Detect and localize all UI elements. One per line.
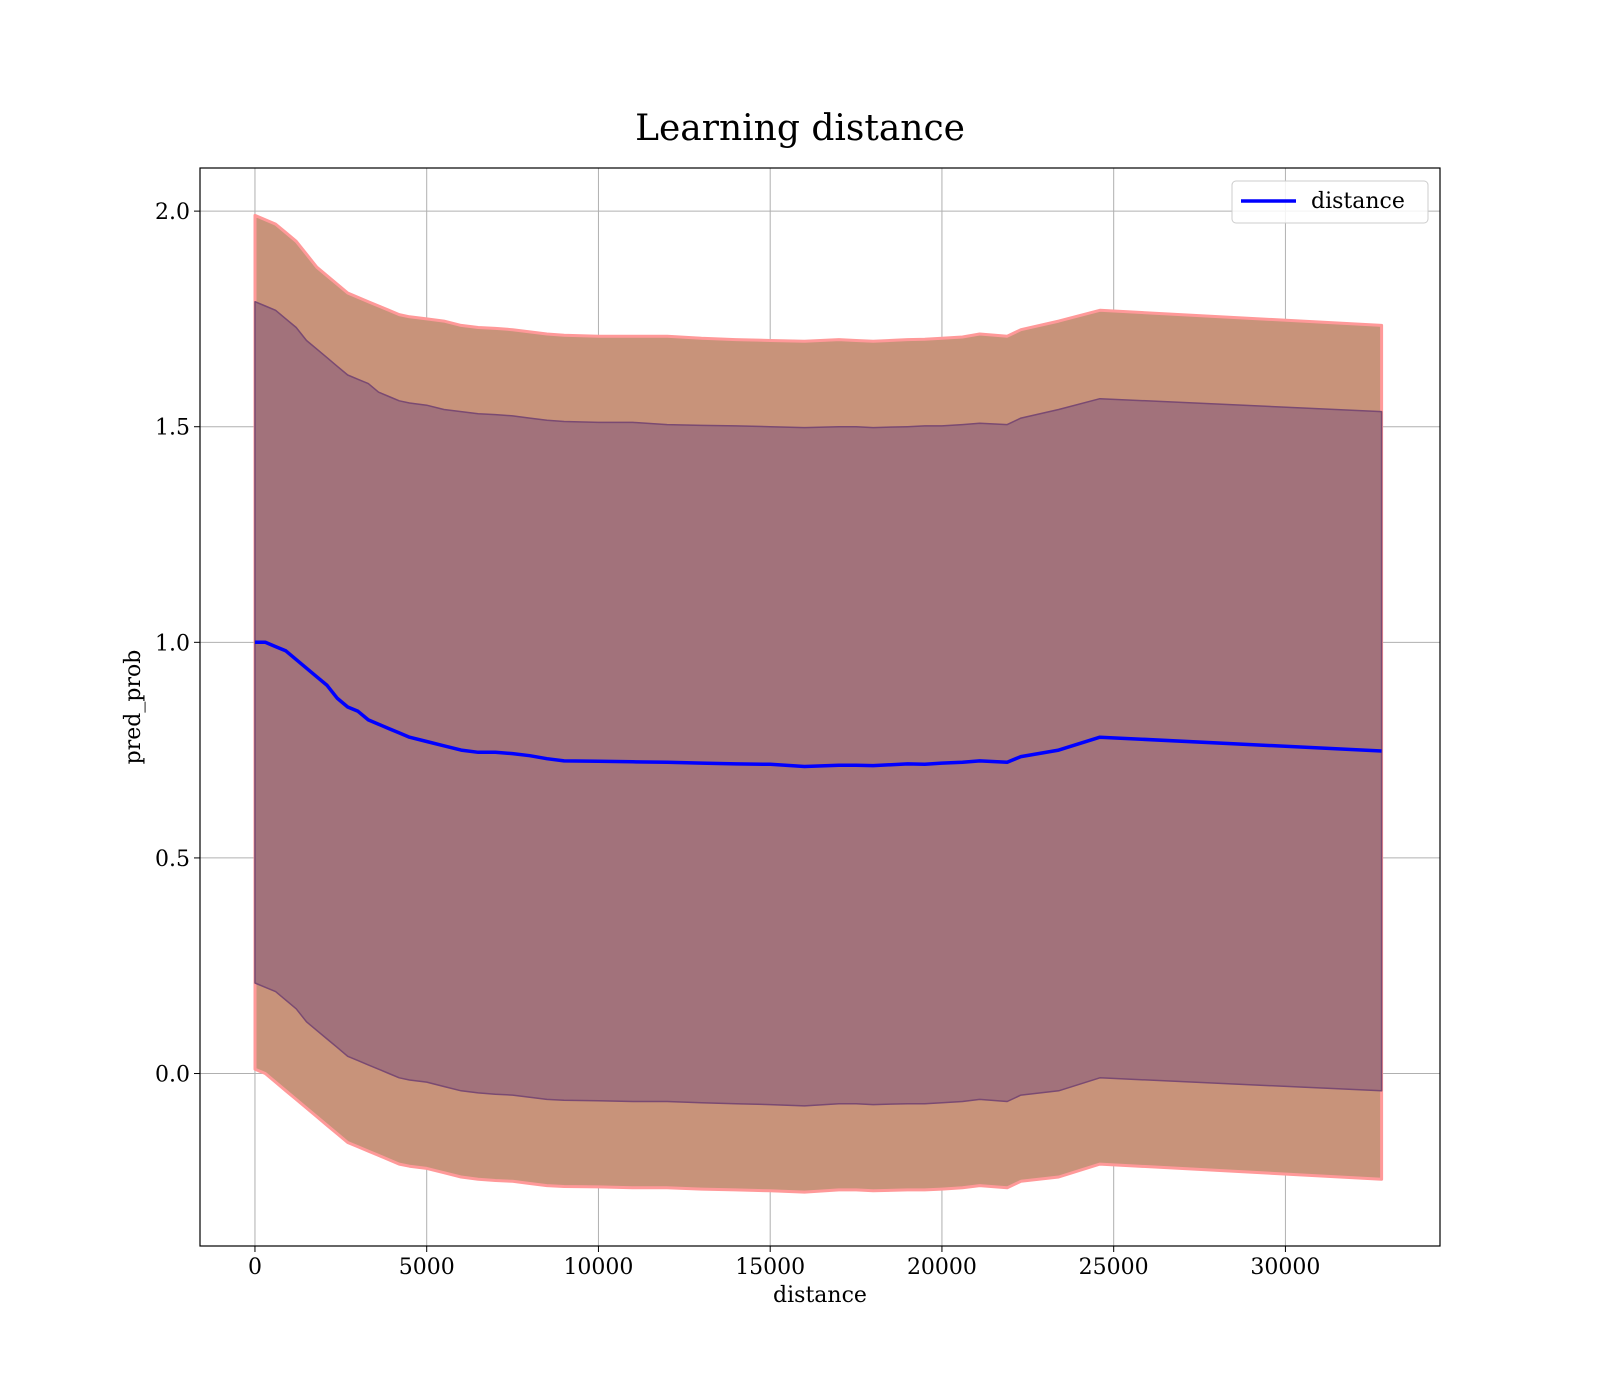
x-tick-label-0: 0	[248, 1255, 262, 1280]
series-line-0	[255, 640, 1382, 769]
x-tick-label-1: 5000	[399, 1255, 455, 1280]
y-tick-label-4: 2.0	[155, 200, 190, 225]
legend: distance	[1231, 180, 1429, 224]
y-tick-label-0: 0.0	[155, 1063, 190, 1088]
series-lines	[255, 640, 1382, 769]
y-axis-label: pred_prob	[121, 650, 146, 765]
x-axis-label: distance	[773, 1283, 867, 1308]
plot-frame	[199, 167, 1441, 1247]
x-tick-label-3: 15000	[735, 1255, 805, 1280]
legend-box	[1231, 180, 1429, 224]
y-tick-label-3: 1.5	[155, 416, 190, 441]
chart-title: Learning distance	[635, 108, 965, 149]
y-axis-ticks: 0.0 0.5 1.0 1.5 2.0	[155, 200, 200, 1088]
x-axis-ticks: 0 5000 10000 15000 20000 25000 30000	[248, 1246, 1320, 1280]
x-tick-label-5: 25000	[1079, 1255, 1149, 1280]
x-tick-label-2: 10000	[563, 1255, 633, 1280]
x-tick-label-4: 20000	[907, 1255, 977, 1280]
confidence-bands	[253, 213, 1384, 1194]
x-tick-label-6: 30000	[1250, 1255, 1320, 1280]
y-tick-label-1: 0.5	[155, 847, 190, 872]
legend-label-distance: distance	[1311, 189, 1405, 214]
inner-band	[254, 300, 1383, 1107]
y-tick-label-2: 1.0	[155, 631, 190, 656]
